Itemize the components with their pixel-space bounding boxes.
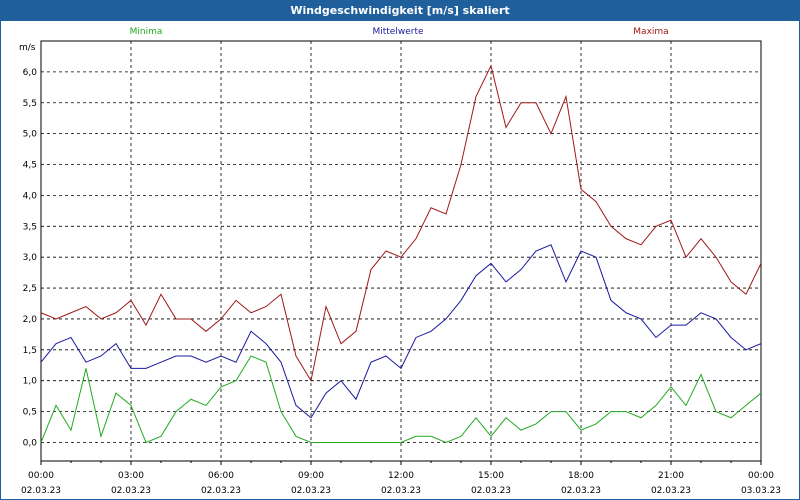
x-tick-date: 02.03.23	[651, 486, 691, 496]
series-line-mean	[40, 244, 762, 419]
y-tick-label: 6,0	[23, 68, 38, 78]
x-tick-date: 02.03.23	[21, 486, 61, 496]
y-tick-label: 4,5	[23, 161, 37, 171]
x-tick-time: 00:00	[28, 471, 54, 481]
axes: 0,0 0,5 1,0 1,5 2,0 2,5 3,0 3,5 4,0 4,5 5,0 5,5 6,0 0…	[21, 40, 781, 496]
x-tick-time: 21:00	[658, 471, 684, 481]
y-axis-label: m/s	[19, 43, 36, 53]
x-tick-time: 12:00	[388, 471, 414, 481]
y-tick-label: 0,5	[23, 408, 37, 418]
series-line-min	[40, 355, 762, 444]
y-tick-label: 5,5	[23, 99, 37, 109]
y-tick-label: 3,5	[23, 222, 37, 232]
series-lines	[40, 64, 762, 444]
grid	[41, 41, 761, 461]
x-tick-date: 03.03.23	[741, 486, 781, 496]
x-tick-date: 02.03.23	[111, 486, 151, 496]
legend-max: Maxima	[633, 27, 668, 37]
y-tick-label: 2,5	[23, 284, 37, 294]
x-tick-date: 02.03.23	[471, 486, 511, 496]
legend-min: Minima	[130, 27, 163, 37]
y-tick-label: 1,0	[23, 377, 38, 387]
chart-title: Windgeschwindigkeit [m/s] skaliert	[1, 1, 799, 21]
x-tick-time: 03:00	[118, 471, 144, 481]
x-tick-date: 02.03.23	[381, 486, 421, 496]
x-tick-date: 02.03.23	[291, 486, 331, 496]
y-tick-label: 1,5	[23, 346, 37, 356]
y-tick-label: 2,0	[23, 315, 38, 325]
x-tick-date: 02.03.23	[201, 486, 241, 496]
legend: Minima Mittelwerte Maxima	[130, 27, 669, 37]
y-tick-label: 0,0	[23, 438, 38, 448]
x-tick-time: 15:00	[478, 471, 504, 481]
y-tick-label: 3,0	[23, 253, 38, 263]
x-tick-time: 18:00	[568, 471, 594, 481]
x-tick-time: 00:00	[748, 471, 774, 481]
legend-mean: Mittelwerte	[372, 27, 423, 37]
y-tick-label: 5,0	[23, 130, 38, 140]
x-tick-time: 06:00	[208, 471, 234, 481]
series-line-max	[40, 64, 762, 383]
x-tick-date: 02.03.23	[561, 486, 601, 496]
x-tick-time: 09:00	[298, 471, 324, 481]
y-tick-label: 4,0	[23, 191, 38, 201]
plot-frame	[40, 40, 762, 462]
